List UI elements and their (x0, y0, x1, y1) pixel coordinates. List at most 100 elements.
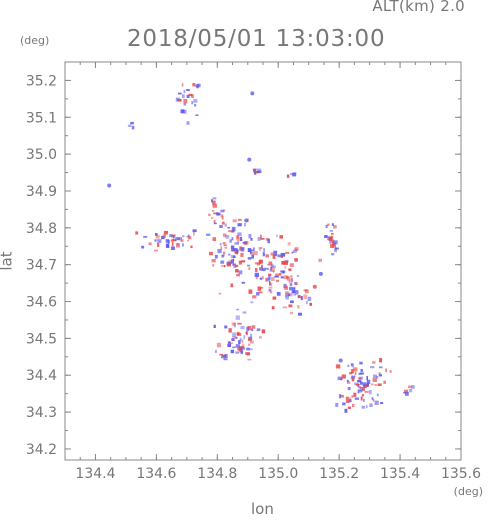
x-tick-label: 134.8 (197, 466, 237, 482)
data-point (289, 282, 293, 287)
altitude-label: ALT(km) 2.0 (372, 0, 465, 15)
data-point (259, 287, 264, 289)
data-point (288, 304, 293, 308)
data-point (287, 242, 291, 246)
data-point (331, 253, 335, 256)
data-points (107, 82, 415, 413)
data-point (270, 252, 274, 256)
data-point (258, 336, 262, 339)
data-point (347, 406, 351, 409)
data-point (186, 121, 190, 125)
data-point (339, 394, 344, 398)
data-point (293, 249, 297, 253)
data-point (234, 251, 238, 255)
data-point (253, 170, 257, 175)
data-point (220, 214, 223, 218)
data-point (290, 293, 293, 297)
data-point (385, 368, 388, 373)
data-point (298, 312, 302, 316)
data-point (350, 363, 353, 367)
data-point (233, 263, 237, 268)
data-point (372, 378, 377, 382)
data-point (237, 223, 242, 227)
data-point (296, 274, 300, 277)
data-point (254, 251, 258, 256)
data-point (213, 324, 216, 329)
data-point (274, 275, 279, 278)
data-point (362, 398, 365, 403)
data-point (228, 328, 232, 333)
data-point (372, 374, 378, 379)
data-point (285, 297, 289, 300)
x-tick-label: 135.2 (319, 466, 359, 482)
x-tick-label: 135.6 (441, 466, 481, 482)
data-point (330, 232, 334, 235)
data-point (274, 254, 277, 257)
y-axis-ticks: 34.2 34.3 34.4 34.5 34.6 34.7 34.8 34.9 35.0 35.1… (26, 61, 461, 458)
x-tick-label: 135.0 (258, 466, 298, 482)
data-point (249, 249, 254, 252)
data-point (257, 286, 262, 291)
data-point (269, 280, 271, 286)
x-axis-unit: (deg) (453, 485, 483, 498)
data-point (378, 372, 381, 375)
data-point (380, 401, 384, 405)
data-point-isolated (312, 284, 317, 289)
data-point (190, 245, 193, 249)
data-point (222, 233, 227, 237)
data-point (267, 238, 270, 244)
data-point (407, 385, 412, 389)
data-point (349, 397, 352, 401)
data-point (232, 332, 237, 337)
data-point (221, 221, 225, 225)
data-point (265, 277, 268, 282)
data-point (248, 338, 252, 342)
data-point (241, 346, 245, 349)
data-point (223, 358, 228, 361)
data-point (354, 382, 359, 385)
data-point (344, 408, 348, 413)
data-point (280, 252, 286, 257)
data-point (366, 379, 371, 384)
data-point (333, 240, 338, 245)
data-point (220, 260, 225, 264)
data-point (276, 234, 278, 238)
data-point (262, 276, 264, 280)
data-point (233, 248, 238, 252)
data-point (173, 239, 177, 242)
data-point (372, 398, 375, 402)
data-point (245, 240, 249, 245)
data-point (183, 99, 188, 104)
data-point (167, 244, 170, 248)
data-point-isolated (250, 91, 255, 96)
data-point (235, 336, 238, 339)
data-point (261, 264, 263, 268)
data-point (211, 258, 216, 263)
data-point (230, 259, 235, 264)
data-point (362, 382, 367, 387)
data-point (232, 219, 237, 223)
data-point (284, 285, 288, 290)
data-point (222, 354, 226, 357)
data-point (224, 246, 227, 249)
data-point (249, 250, 252, 254)
data-point (293, 287, 296, 290)
data-point (157, 242, 160, 248)
data-point (183, 89, 186, 94)
data-point (270, 291, 273, 294)
data-point (191, 100, 194, 105)
data-point (231, 230, 235, 233)
data-point (237, 218, 242, 221)
data-point (242, 311, 247, 314)
data-point (265, 254, 269, 258)
data-point (229, 239, 232, 243)
data-point (273, 250, 276, 253)
y-tick-label: 34.5 (26, 331, 57, 347)
data-point (353, 367, 358, 371)
data-point (257, 236, 261, 241)
data-point (232, 346, 236, 349)
data-point (227, 343, 232, 348)
data-point (285, 292, 291, 296)
data-point (271, 306, 275, 310)
data-point (153, 249, 159, 252)
